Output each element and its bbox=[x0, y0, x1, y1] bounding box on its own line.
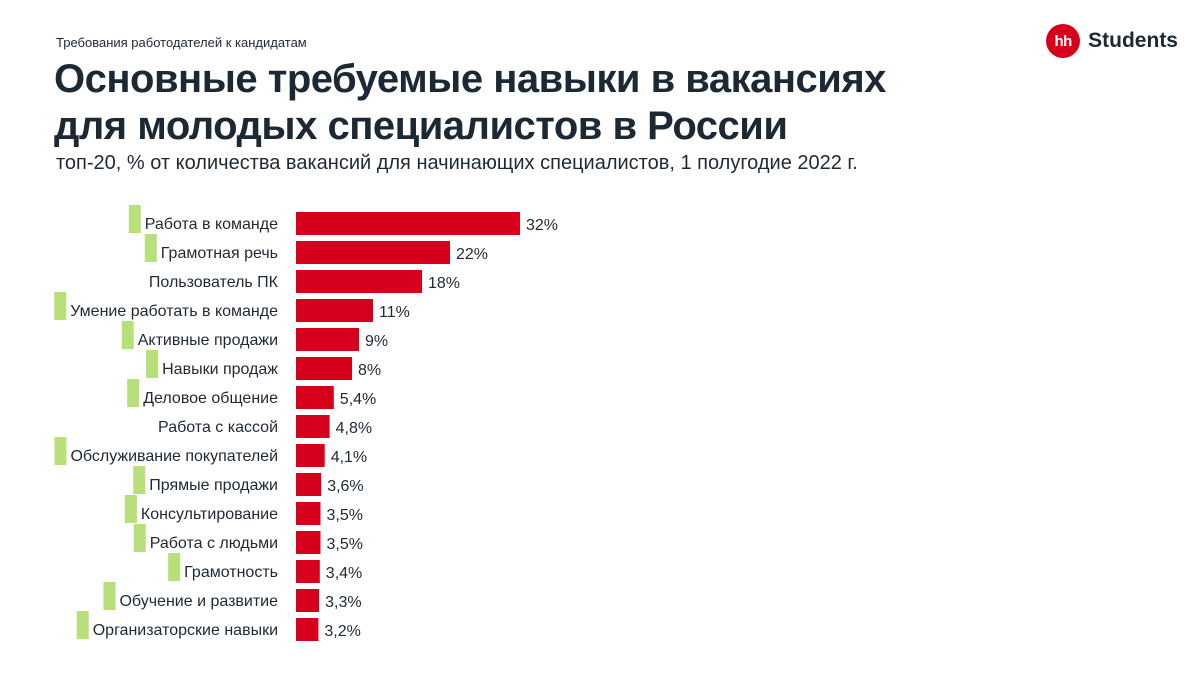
value-label: 8% bbox=[358, 362, 381, 379]
bar-row: Работа в команде 32% bbox=[128, 205, 558, 235]
bar bbox=[296, 241, 450, 264]
bar bbox=[296, 618, 319, 641]
bar-row: Организаторские навыки 3,2% bbox=[76, 611, 361, 641]
skill-marker bbox=[168, 553, 181, 581]
bar bbox=[296, 589, 320, 612]
value-label: 3,5% bbox=[327, 507, 363, 524]
bar-row: Работа с кассой 4,8% bbox=[158, 415, 372, 438]
skill-marker bbox=[103, 582, 116, 610]
category-label: Деловое общение bbox=[143, 390, 278, 407]
bar-row: Консультирование 3,5% bbox=[124, 495, 363, 525]
bar bbox=[296, 386, 334, 409]
category-label: Грамотность bbox=[184, 564, 278, 581]
category-label: Навыки продаж bbox=[162, 361, 278, 378]
value-label: 4,8% bbox=[336, 420, 372, 437]
value-label: 3,3% bbox=[325, 594, 361, 611]
category-label: Прямые продажи bbox=[149, 477, 278, 494]
skill-marker bbox=[133, 466, 146, 494]
bar bbox=[296, 212, 520, 235]
value-label: 9% bbox=[365, 333, 388, 350]
value-label: 3,6% bbox=[327, 478, 363, 495]
bar bbox=[296, 531, 321, 554]
category-label: Работа с кассой bbox=[158, 419, 278, 436]
bar-row: Работа с людьми 3,5% bbox=[133, 524, 363, 554]
category-label: Работа с людьми bbox=[150, 535, 278, 552]
skill-marker bbox=[121, 321, 134, 349]
value-label: 32% bbox=[526, 217, 558, 234]
bar bbox=[296, 299, 373, 322]
bar bbox=[296, 473, 322, 496]
bar-row: Активные продажи 9% bbox=[121, 321, 388, 351]
hh-logo-icon: hh bbox=[1046, 24, 1081, 58]
title-line-1: Основные требуемые навыки в вакансиях bbox=[54, 57, 886, 101]
category-label: Организаторские навыки bbox=[93, 622, 278, 639]
value-label: 4,1% bbox=[331, 449, 367, 466]
bar-row: Деловое общение 5,4% bbox=[127, 379, 376, 409]
page-title: Основные требуемые навыки в вакансиях дл… bbox=[54, 56, 954, 150]
bar-row: Грамотность 3,4% bbox=[168, 553, 362, 583]
category-label: Обучение и развитие bbox=[119, 593, 278, 610]
bar bbox=[296, 328, 359, 351]
bar-row: Умение работать в команде 11% bbox=[54, 292, 410, 322]
skill-marker bbox=[128, 205, 141, 233]
bar bbox=[296, 502, 321, 525]
value-label: 3,4% bbox=[326, 565, 362, 582]
skill-marker bbox=[133, 524, 146, 552]
category-label: Пользователь ПК bbox=[149, 274, 279, 291]
category-label: Грамотная речь bbox=[161, 245, 278, 262]
category-label: Консультирование bbox=[141, 506, 278, 523]
skill-marker bbox=[146, 350, 159, 378]
bar bbox=[296, 270, 422, 293]
brand-name: Students bbox=[1088, 29, 1178, 52]
eyebrow-caption: Требования работодателей к кандидатам bbox=[56, 35, 307, 50]
chart-subtitle: топ-20, % от количества вакансий для нач… bbox=[56, 152, 858, 174]
skill-marker bbox=[54, 437, 67, 465]
skill-marker bbox=[76, 611, 89, 639]
bar-row: Обслуживание покупателей 4,1% bbox=[54, 437, 367, 467]
value-label: 3,2% bbox=[324, 623, 360, 640]
value-label: 22% bbox=[456, 246, 488, 263]
bar-row: Грамотная речь 22% bbox=[144, 234, 488, 264]
category-label: Умение работать в команде bbox=[70, 303, 278, 320]
bar-row: Навыки продаж 8% bbox=[146, 350, 381, 380]
bar-row: Прямые продажи 3,6% bbox=[133, 466, 364, 496]
skill-marker bbox=[124, 495, 137, 523]
value-label: 18% bbox=[428, 275, 460, 292]
skill-marker bbox=[54, 292, 67, 320]
value-label: 3,5% bbox=[327, 536, 363, 553]
bar bbox=[296, 444, 325, 467]
value-label: 5,4% bbox=[340, 391, 376, 408]
skill-marker bbox=[144, 234, 157, 262]
value-label: 11% bbox=[379, 304, 410, 321]
bar-row: Пользователь ПК 18% bbox=[149, 270, 460, 293]
title-line-2: для молодых специалистов в России bbox=[54, 104, 788, 148]
category-label: Обслуживание покупателей bbox=[70, 448, 278, 465]
bar bbox=[296, 415, 330, 438]
category-label: Работа в команде bbox=[145, 216, 278, 233]
bar-row: Обучение и развитие 3,3% bbox=[103, 582, 362, 612]
category-label: Активные продажи bbox=[138, 332, 278, 349]
bar bbox=[296, 560, 320, 583]
bar bbox=[296, 357, 352, 380]
skill-marker bbox=[127, 379, 140, 407]
brand-logo-group: hh Students bbox=[1046, 24, 1178, 58]
